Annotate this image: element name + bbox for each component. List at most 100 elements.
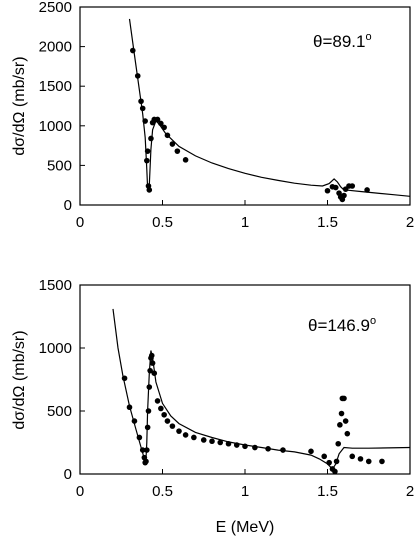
y-tick-label: 1500 bbox=[39, 277, 72, 294]
x-tick-label: 2 bbox=[406, 483, 414, 500]
data-point bbox=[154, 398, 161, 404]
data-point bbox=[130, 47, 136, 54]
data-point bbox=[176, 428, 182, 434]
data-point bbox=[364, 187, 370, 193]
data-point bbox=[126, 404, 133, 411]
data-point bbox=[344, 430, 351, 437]
x-axis-label: E (MeV) bbox=[216, 519, 275, 536]
data-point bbox=[134, 73, 141, 79]
data-point bbox=[342, 418, 349, 424]
axis-ticks bbox=[79, 6, 411, 206]
x-tick-label: 2 bbox=[406, 214, 414, 231]
y-tick-label: 1000 bbox=[39, 118, 72, 135]
data-point bbox=[149, 360, 156, 366]
data-point bbox=[174, 148, 181, 154]
data-point bbox=[341, 192, 347, 199]
data-point bbox=[209, 438, 215, 445]
data-point bbox=[321, 453, 328, 460]
data-points bbox=[121, 352, 385, 475]
data-point bbox=[138, 98, 144, 105]
data-point bbox=[121, 375, 128, 382]
model-curve bbox=[112, 308, 411, 470]
data-point bbox=[151, 370, 158, 377]
data-point bbox=[233, 442, 240, 448]
chart-panel-top: 0 0.5 1 1.5 2 0 500 1000 1500 2000 2500 dσ/dΩ (mb/… bbox=[11, 0, 414, 231]
x-tick-label: 1.5 bbox=[317, 483, 338, 500]
data-point bbox=[333, 458, 340, 465]
data-point bbox=[252, 444, 258, 451]
data-point bbox=[164, 132, 171, 139]
data-point bbox=[332, 468, 338, 475]
data-point bbox=[161, 411, 167, 418]
data-point bbox=[341, 395, 347, 402]
y-tick-label: 2500 bbox=[39, 0, 72, 16]
data-point bbox=[139, 105, 146, 112]
y-tick-label: 0 bbox=[64, 466, 72, 483]
x-tick-label: 1 bbox=[241, 483, 249, 500]
y-axis-label: dσ/dΩ (mb/sr) bbox=[11, 330, 28, 429]
y-tick-label: 2000 bbox=[39, 39, 72, 56]
y-tick-label: 500 bbox=[47, 157, 72, 174]
axis-ticks bbox=[79, 284, 411, 475]
data-point bbox=[147, 367, 153, 374]
data-point bbox=[338, 410, 345, 417]
x-tick-label: 0.5 bbox=[152, 483, 173, 500]
data-point bbox=[217, 439, 224, 446]
data-point bbox=[337, 422, 343, 428]
data-point bbox=[145, 408, 152, 414]
data-point bbox=[158, 120, 164, 127]
model-curve bbox=[128, 18, 411, 197]
data-point bbox=[144, 447, 150, 453]
data-point bbox=[169, 141, 176, 147]
data-point bbox=[182, 157, 189, 163]
data-point bbox=[357, 456, 364, 462]
data-point bbox=[280, 447, 286, 453]
data-point bbox=[265, 446, 271, 452]
data-point bbox=[131, 418, 138, 424]
data-point bbox=[242, 443, 248, 450]
data-point bbox=[148, 352, 155, 359]
data-point bbox=[379, 458, 385, 465]
data-point bbox=[349, 453, 356, 460]
angle-annotation: θ=89.1o bbox=[313, 31, 372, 51]
data-point bbox=[142, 118, 148, 124]
y-tick-label: 500 bbox=[47, 403, 72, 420]
data-point bbox=[158, 405, 164, 412]
y-axis-label: dσ/dΩ (mb/sr) bbox=[11, 56, 28, 155]
axis-tick-labels: 0 0.5 1 1.5 2 0 500 1000 1500 bbox=[39, 277, 415, 500]
data-point bbox=[182, 432, 189, 438]
data-point bbox=[365, 458, 372, 465]
data-point bbox=[200, 437, 207, 443]
data-point bbox=[136, 434, 143, 441]
x-tick-label: 1 bbox=[241, 214, 249, 231]
data-point bbox=[144, 157, 150, 164]
data-point bbox=[154, 116, 161, 123]
data-point bbox=[326, 459, 332, 466]
data-point bbox=[349, 183, 356, 189]
chart-panel-bottom: 0 0.5 1 1.5 2 0 500 1000 1500 dσ/dΩ (mb/sr) θ=14… bbox=[11, 277, 414, 500]
angle-annotation: θ=146.9o bbox=[308, 315, 376, 335]
data-point bbox=[144, 148, 151, 154]
y-tick-label: 1000 bbox=[39, 340, 72, 357]
data-point bbox=[146, 187, 153, 193]
data-point bbox=[324, 187, 331, 194]
axis-tick-labels: 0 0.5 1 1.5 2 0 500 1000 1500 2000 2500 bbox=[39, 0, 415, 231]
data-point bbox=[169, 423, 176, 429]
data-point bbox=[332, 184, 339, 191]
data-point bbox=[308, 448, 314, 455]
data-point bbox=[139, 447, 146, 453]
data-point bbox=[164, 418, 171, 424]
data-point bbox=[335, 440, 342, 447]
x-tick-label: 0 bbox=[76, 214, 84, 231]
y-tick-label: 0 bbox=[64, 197, 72, 214]
y-tick-label: 1500 bbox=[39, 78, 72, 95]
data-point bbox=[146, 384, 153, 390]
data-points bbox=[130, 47, 370, 203]
x-tick-label: 0.5 bbox=[152, 214, 173, 231]
data-point bbox=[144, 424, 151, 431]
data-point bbox=[191, 434, 197, 441]
data-point bbox=[148, 135, 154, 142]
data-point bbox=[143, 458, 149, 465]
x-tick-label: 0 bbox=[76, 483, 84, 500]
